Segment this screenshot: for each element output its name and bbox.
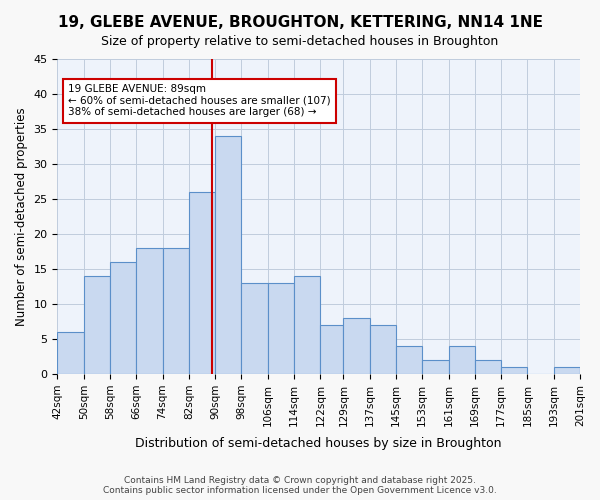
Bar: [189, 192, 215, 374]
Bar: [554, 367, 580, 374]
Bar: [501, 367, 527, 374]
Bar: [215, 136, 241, 374]
Bar: [136, 248, 163, 374]
Bar: [475, 360, 501, 374]
Bar: [58, 332, 83, 374]
Bar: [83, 276, 110, 374]
Bar: [370, 325, 396, 374]
Text: Contains HM Land Registry data © Crown copyright and database right 2025.
Contai: Contains HM Land Registry data © Crown c…: [103, 476, 497, 495]
Text: 19 GLEBE AVENUE: 89sqm
← 60% of semi-detached houses are smaller (107)
38% of se: 19 GLEBE AVENUE: 89sqm ← 60% of semi-det…: [68, 84, 331, 117]
Text: 19, GLEBE AVENUE, BROUGHTON, KETTERING, NN14 1NE: 19, GLEBE AVENUE, BROUGHTON, KETTERING, …: [58, 15, 542, 30]
Bar: [343, 318, 370, 374]
Bar: [241, 283, 268, 374]
Bar: [163, 248, 189, 374]
Bar: [294, 276, 320, 374]
X-axis label: Distribution of semi-detached houses by size in Broughton: Distribution of semi-detached houses by …: [136, 437, 502, 450]
Bar: [396, 346, 422, 374]
Text: Size of property relative to semi-detached houses in Broughton: Size of property relative to semi-detach…: [101, 35, 499, 48]
Bar: [110, 262, 136, 374]
Bar: [268, 283, 294, 374]
Bar: [449, 346, 475, 374]
Y-axis label: Number of semi-detached properties: Number of semi-detached properties: [15, 107, 28, 326]
Bar: [422, 360, 449, 374]
Bar: [580, 367, 600, 374]
Bar: [320, 325, 343, 374]
